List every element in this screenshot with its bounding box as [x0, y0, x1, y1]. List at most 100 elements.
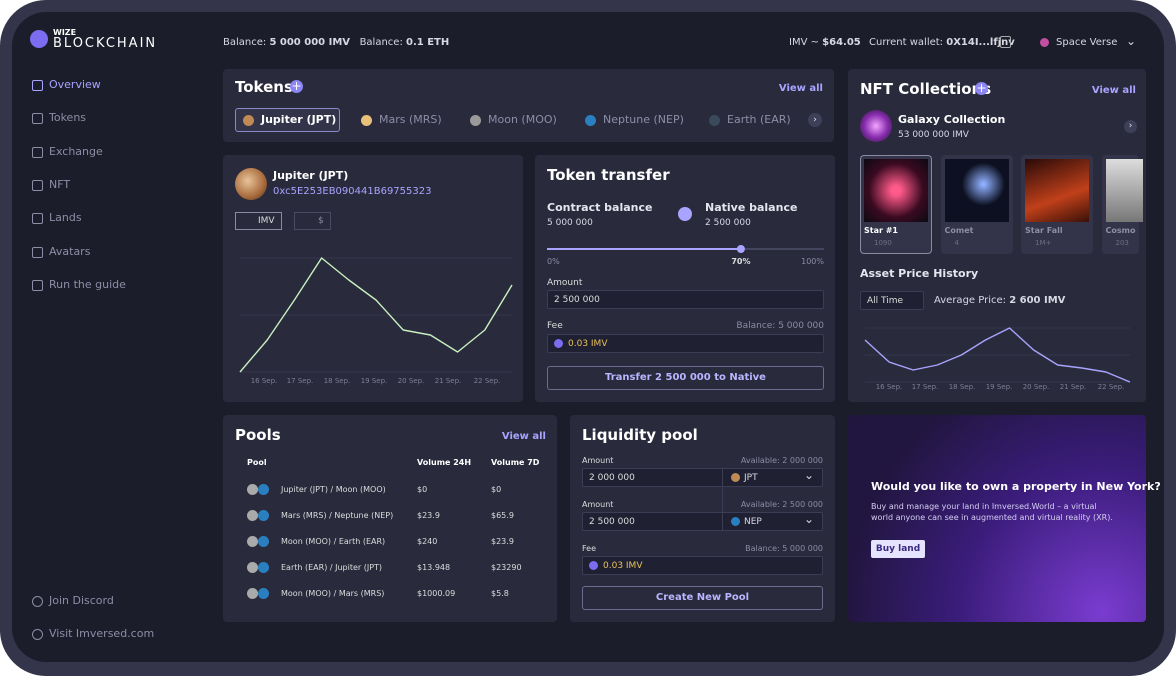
menu-icon: [32, 247, 43, 258]
label: Balance: 5 000 000: [736, 321, 824, 331]
label[interactable]: View all: [1091, 85, 1136, 96]
shape: [1040, 38, 1049, 47]
token-tab[interactable]: Neptune (NEP): [603, 113, 684, 126]
pool-cell: $0: [417, 485, 428, 494]
menu-item[interactable]: Overview: [49, 78, 101, 91]
label: Available: 2 500 000: [740, 500, 823, 509]
nft-image: [1105, 159, 1143, 222]
pool-cell: $23290: [491, 563, 522, 572]
label[interactable]: View all: [778, 83, 823, 94]
token-tab[interactable]: Earth (EAR): [727, 113, 791, 126]
label: Liquidity pool: [582, 426, 698, 444]
footer-icon: [32, 596, 43, 607]
menu-icon: [32, 180, 43, 191]
label: 0.03 IMV: [582, 556, 823, 575]
label[interactable]: All Time: [860, 291, 924, 310]
pool-cell: $23.9: [491, 537, 514, 546]
label: 2 000 000: [582, 468, 823, 487]
token-tab[interactable]: Mars (MRS): [379, 113, 442, 126]
shape: +: [290, 79, 303, 93]
menu-item[interactable]: Run the guide: [49, 278, 126, 291]
menu-item[interactable]: Avatars: [49, 245, 91, 258]
pool-cell: Earth (EAR) / Jupiter (JPT): [281, 563, 383, 572]
label: 2 500 000: [582, 512, 823, 531]
label: 0.03 IMV: [547, 334, 824, 353]
label: Current wallet:: [869, 37, 944, 48]
label: NFT Collections: [860, 80, 992, 98]
label: Balance: 5 000 000: [745, 544, 823, 553]
footer-link[interactable]: Visit Imversed.com: [49, 627, 155, 640]
token-icon: [585, 115, 596, 126]
logo: [30, 30, 48, 48]
pool-icon: [247, 510, 258, 521]
shape: [722, 468, 723, 531]
pool-cell: $1000.09: [417, 589, 456, 598]
label[interactable]: Transfer 2 500 000 to Native: [547, 366, 824, 390]
shape: [235, 168, 267, 200]
label[interactable]: IMV: [258, 216, 275, 226]
column-header: Volume 7D: [491, 458, 540, 467]
nft-name: Comet: [944, 226, 974, 235]
label: IMV ~: [789, 37, 819, 48]
label[interactable]: $: [318, 216, 324, 226]
menu-icon: [32, 147, 43, 158]
label: Fee: [547, 321, 563, 331]
label: Balance:: [223, 37, 267, 48]
label: 5 000 000: [547, 218, 593, 228]
pool-icon: [247, 536, 258, 547]
menu-icon: [32, 80, 43, 91]
nft-views: 1M+: [1035, 239, 1052, 247]
menu-item[interactable]: Tokens: [49, 111, 87, 124]
shape: [235, 212, 282, 230]
pool-cell: $23.9: [417, 511, 440, 520]
shape: ›: [808, 113, 822, 127]
shape: [731, 517, 740, 526]
label: 2 600 IMV: [1009, 295, 1066, 306]
label: Contract balance: [547, 201, 653, 214]
token-tab[interactable]: Moon (MOO): [488, 113, 557, 126]
menu-item[interactable]: Exchange: [49, 145, 103, 158]
pool-cell: Moon (MOO) / Earth (EAR): [281, 537, 386, 546]
menu-icon: [32, 113, 43, 124]
nft-views: 203: [1115, 239, 1129, 247]
token-icon: [361, 115, 372, 126]
label: Galaxy Collection: [898, 113, 1006, 126]
label[interactable]: Space Verse: [1056, 37, 1118, 48]
pool-icon: [258, 484, 269, 495]
label[interactable]: View all: [501, 431, 546, 442]
pool-cell: $65.9: [491, 511, 514, 520]
label: Token transfer: [547, 166, 670, 184]
pool-cell: $0: [491, 485, 502, 494]
token-icon: [243, 115, 254, 126]
shape: ⌄: [1126, 34, 1137, 48]
label: 0xc5E253EB090441B69755323: [273, 186, 432, 197]
nft-image: [944, 159, 1009, 222]
label: Buy and manage your land in Imversed.Wor…: [871, 502, 1113, 522]
label: Pools: [235, 426, 281, 444]
label: 5 000 000 IMV: [269, 37, 351, 48]
menu-item[interactable]: NFT: [49, 178, 71, 191]
token-tab[interactable]: Jupiter (JPT): [261, 113, 337, 126]
shape: [848, 415, 1146, 622]
label: Fee: [582, 544, 597, 553]
menu-item[interactable]: Lands: [49, 211, 82, 224]
label: Jupiter (JPT): [273, 169, 349, 182]
pool-cell: $13.948: [417, 563, 451, 572]
pool-cell: Jupiter (JPT) / Moon (MOO): [281, 485, 386, 494]
label[interactable]: Buy land: [871, 540, 925, 558]
label[interactable]: Create New Pool: [582, 586, 823, 610]
shape: [223, 415, 557, 622]
label: Average Price:: [934, 295, 1007, 306]
nft-image: [864, 159, 928, 222]
label: Available: 2 000 000: [740, 456, 823, 465]
label: BLOCKCHAIN: [53, 36, 158, 51]
label: Amount: [547, 278, 583, 288]
label: 0X14I...lfjnv: [946, 37, 1015, 48]
label: NEP: [744, 517, 762, 527]
menu-icon: [32, 213, 43, 224]
shape: Average Price: 2 600 IMV: [934, 295, 1065, 306]
pool-icon: [258, 536, 269, 547]
nft-views: 1090: [874, 239, 892, 247]
footer-link[interactable]: Join Discord: [49, 594, 114, 607]
